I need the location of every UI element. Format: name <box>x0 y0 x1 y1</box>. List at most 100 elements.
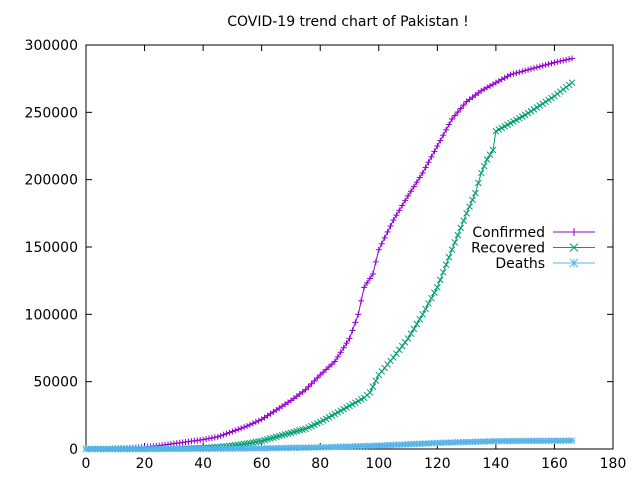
data-point-recovered <box>439 268 447 276</box>
data-point-confirmed <box>217 432 224 439</box>
data-point-confirmed <box>343 340 350 347</box>
data-point-recovered <box>442 261 450 269</box>
data-point-confirmed <box>557 58 564 65</box>
data-point-recovered <box>530 106 538 113</box>
data-point-confirmed <box>454 109 461 116</box>
legend-marker-confirmed <box>570 228 578 236</box>
y-tick-label: 250000 <box>25 105 78 121</box>
data-point-confirmed <box>205 435 212 442</box>
legend-label-confirmed: Confirmed <box>472 225 545 241</box>
data-point-recovered-part <box>454 231 462 239</box>
data-point-confirmed <box>516 69 523 76</box>
data-point-confirmed <box>530 65 537 72</box>
x-tick-label: 0 <box>82 456 91 472</box>
data-point-recovered <box>483 156 491 163</box>
data-point-recovered <box>398 342 406 350</box>
data-point-recovered <box>425 300 432 307</box>
data-point-confirmed <box>563 56 570 63</box>
data-point-recovered <box>568 79 576 87</box>
data-point-confirmed <box>211 434 218 441</box>
data-point-recovered <box>486 151 494 159</box>
data-point-recovered <box>428 294 435 302</box>
data-point-recovered <box>533 104 541 111</box>
data-point-confirmed <box>372 258 379 265</box>
data-point-confirmed <box>208 434 215 441</box>
data-point-recovered <box>422 305 429 313</box>
data-point-recovered-part <box>474 179 482 187</box>
data-point-recovered-part <box>419 310 427 318</box>
data-point-confirmed <box>361 284 368 291</box>
data-point-confirmed <box>437 137 444 144</box>
x-tick-label: 80 <box>311 456 329 472</box>
data-point-recovered <box>527 107 535 115</box>
data-point-confirmed <box>536 63 543 70</box>
data-point-recovered-part <box>548 94 555 102</box>
data-point-confirmed <box>358 297 365 304</box>
data-point-recovered-part <box>395 346 403 354</box>
data-point-confirmed <box>334 353 341 360</box>
data-point-recovered <box>451 239 459 246</box>
data-point-confirmed <box>346 335 353 342</box>
data-point-confirmed <box>355 311 362 318</box>
data-point-confirmed <box>203 436 210 443</box>
data-point-recovered-part <box>431 289 438 297</box>
legend-marker-recovered <box>569 243 579 252</box>
data-point-confirmed <box>314 374 321 381</box>
data-point-confirmed <box>431 148 438 155</box>
data-point-recovered-part <box>442 261 450 269</box>
data-point-recovered-part <box>460 217 468 224</box>
legend-label-recovered: Recovered <box>471 241 545 257</box>
data-point-recovered-part <box>466 203 473 210</box>
data-point-confirmed <box>525 66 532 73</box>
data-point-recovered <box>392 350 400 358</box>
data-point-recovered <box>472 189 479 197</box>
data-point-confirmed <box>560 57 567 64</box>
data-point-recovered <box>469 196 476 204</box>
data-point-recovered <box>401 338 409 346</box>
data-point-confirmed <box>528 65 535 72</box>
data-point-confirmed <box>551 59 558 66</box>
data-point-confirmed <box>457 105 464 112</box>
data-point-confirmed <box>419 169 426 176</box>
data-point-confirmed <box>323 366 330 373</box>
data-point-confirmed <box>352 319 359 326</box>
data-point-confirmed <box>428 153 435 160</box>
data-point-confirmed <box>545 61 552 68</box>
data-point-recovered-part <box>477 169 485 177</box>
data-point-recovered-part <box>407 330 415 338</box>
data-point-confirmed <box>369 270 376 277</box>
data-point-recovered <box>457 224 465 232</box>
data-point-recovered-part <box>533 104 541 111</box>
data-point-recovered-part <box>530 106 538 113</box>
data-point-confirmed <box>326 363 333 370</box>
data-point-confirmed <box>220 431 227 438</box>
data-point-confirmed <box>422 164 429 171</box>
data-point-confirmed <box>507 71 514 78</box>
data-point-confirmed <box>349 327 356 334</box>
series-deaths <box>82 437 576 453</box>
x-tick-label: 20 <box>136 456 154 472</box>
data-point-recovered <box>431 289 438 297</box>
data-point-confirmed <box>396 207 403 214</box>
data-point-recovered-part <box>401 338 409 346</box>
data-point-confirmed <box>331 358 338 365</box>
data-point-confirmed <box>238 425 245 432</box>
data-point-confirmed <box>539 62 546 69</box>
data-point-recovered <box>404 335 412 342</box>
data-point-confirmed <box>569 55 576 62</box>
data-point-recovered <box>395 346 403 354</box>
data-point-confirmed <box>393 212 400 219</box>
data-point-confirmed <box>384 228 391 235</box>
data-point-recovered-part <box>366 389 374 396</box>
data-point-recovered <box>454 231 462 239</box>
legend-marker-deaths-part <box>569 258 579 268</box>
data-point-recovered <box>460 217 468 224</box>
data-point-confirmed <box>317 371 324 378</box>
data-point-recovered-part <box>410 325 418 333</box>
data-point-recovered <box>419 310 427 318</box>
data-point-confirmed <box>513 70 520 77</box>
data-point-deaths <box>568 437 576 445</box>
data-point-recovered <box>369 383 377 390</box>
data-point-confirmed <box>399 202 406 209</box>
